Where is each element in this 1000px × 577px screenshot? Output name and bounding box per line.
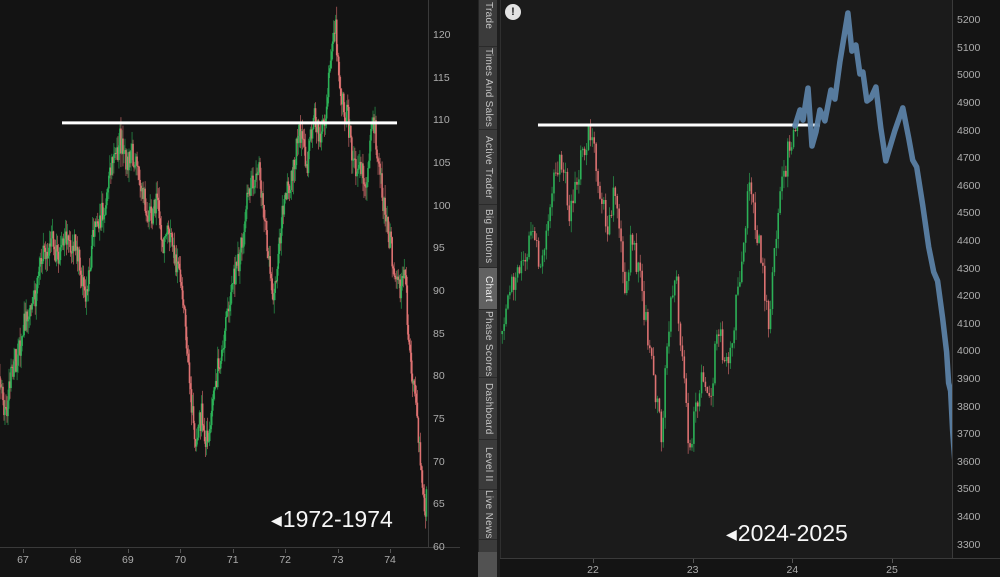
x-axis-tick bbox=[390, 549, 392, 553]
x-axis-tick bbox=[692, 559, 694, 563]
y-tick-label: 90 bbox=[433, 284, 445, 297]
left-pointer-icon: ◀ bbox=[271, 512, 282, 528]
x-tick-label: 22 bbox=[587, 564, 599, 576]
y-tick-label: 3500 bbox=[957, 483, 981, 496]
sidebar-tab-chart[interactable]: Chart bbox=[479, 268, 497, 310]
y-tick-label: 3400 bbox=[957, 511, 981, 523]
current-x-axis-line bbox=[500, 558, 1000, 559]
y-tick-label: 100 bbox=[433, 199, 451, 212]
x-axis-tick bbox=[592, 559, 594, 563]
y-tick-label: 85 bbox=[433, 327, 445, 340]
x-tick-label: 69 bbox=[122, 554, 134, 566]
sidebar-tab-label: Trade bbox=[483, 2, 494, 30]
y-tick-label: 110 bbox=[433, 114, 450, 127]
y-tick-label: 4900 bbox=[957, 96, 981, 109]
x-axis-tick bbox=[891, 559, 893, 563]
y-tick-label: 3700 bbox=[957, 428, 981, 441]
x-tick-label: 25 bbox=[886, 564, 898, 576]
historical-chart-plot[interactable] bbox=[0, 0, 428, 547]
y-tick-label: 4200 bbox=[957, 290, 981, 303]
historical-chart-canvas bbox=[0, 6, 428, 529]
y-tick-label: 3800 bbox=[957, 400, 981, 413]
x-tick-label: 68 bbox=[69, 554, 82, 566]
period-annotation-2024-2025: ◀ 2024-2025 bbox=[726, 520, 848, 547]
historical-y-axis-line bbox=[428, 0, 429, 547]
x-axis-tick bbox=[232, 549, 234, 553]
sidebar-tab-level-ii[interactable]: Level II bbox=[479, 440, 497, 490]
x-axis-tick bbox=[75, 549, 77, 553]
y-tick-label: 4500 bbox=[957, 207, 981, 220]
period-annotation-1972-1974: ◀ 1972-1974 bbox=[271, 506, 393, 533]
x-tick-label: 73 bbox=[331, 554, 344, 566]
panel-divider bbox=[497, 0, 500, 577]
x-axis-tick bbox=[792, 559, 794, 563]
left-pointer-icon: ◀ bbox=[726, 526, 737, 542]
y-tick-label: 115 bbox=[433, 71, 450, 84]
x-tick-label: 74 bbox=[384, 554, 396, 566]
x-axis-tick bbox=[127, 549, 129, 553]
sidebar-tab-trade[interactable]: Trade bbox=[479, 0, 497, 47]
sidebar-tab-label: Times And Sales bbox=[483, 48, 494, 128]
sidebar-tab-label: Big Buttons bbox=[483, 208, 494, 264]
alert-info-icon[interactable]: ! bbox=[505, 4, 521, 20]
x-tick-label: 24 bbox=[786, 564, 799, 576]
gadget-tab-strip: Trade Times And Sales Active Trader Big But… bbox=[478, 0, 497, 577]
sidebar-tab-label: Live News bbox=[483, 490, 494, 539]
sidebar-tab-live-news[interactable]: Live News bbox=[479, 490, 497, 540]
sidebar-tab-label: Phase Scores bbox=[483, 310, 494, 377]
y-tick-label: 70 bbox=[433, 455, 445, 468]
historical-x-axis-line bbox=[0, 547, 460, 548]
y-tick-label: 5200 bbox=[957, 14, 981, 27]
y-tick-label: 4700 bbox=[957, 152, 981, 165]
current-chart-left-border bbox=[500, 0, 501, 558]
y-tick-label: 5000 bbox=[957, 69, 981, 82]
y-tick-label: 75 bbox=[433, 412, 445, 425]
x-tick-label: 71 bbox=[226, 554, 239, 566]
y-tick-label: 4100 bbox=[957, 317, 981, 330]
sidebar-tab-label: Active Trader bbox=[483, 135, 494, 199]
sidebar-tab-label: Level II bbox=[483, 447, 494, 482]
period-annotation-text: 2024-2025 bbox=[737, 520, 848, 546]
sidebar-tab-dashboard[interactable]: Dashboard bbox=[479, 378, 497, 440]
y-tick-label: 5100 bbox=[957, 41, 981, 54]
y-tick-label: 65 bbox=[433, 498, 445, 511]
sidebar-tab-big-buttons[interactable]: Big Buttons bbox=[479, 205, 497, 268]
x-tick-label: 72 bbox=[279, 554, 292, 566]
current-chart-canvas bbox=[500, 10, 952, 460]
period-annotation-text: 1972-1974 bbox=[282, 506, 393, 532]
y-tick-label: 3900 bbox=[957, 372, 981, 385]
y-tick-label: 95 bbox=[433, 242, 445, 255]
current-y-axis-line bbox=[952, 0, 953, 558]
sidebar-tab-label: Chart bbox=[483, 275, 494, 302]
y-tick-label: 120 bbox=[433, 28, 451, 41]
y-tick-label: 80 bbox=[433, 370, 445, 383]
y-tick-label: 3300 bbox=[957, 538, 981, 551]
y-tick-label: 4400 bbox=[957, 234, 981, 247]
sidebar-tab-label: Dashboard bbox=[483, 382, 494, 435]
y-tick-label: 4300 bbox=[957, 262, 981, 275]
sidebar-tab-active-trader[interactable]: Active Trader bbox=[479, 130, 497, 205]
x-axis-tick bbox=[23, 549, 25, 553]
x-axis-tick bbox=[180, 549, 182, 553]
sidebar-tab-phase-scores[interactable]: Phase Scores bbox=[479, 310, 497, 378]
x-tick-label: 70 bbox=[174, 554, 187, 566]
x-tick-label: 67 bbox=[17, 554, 29, 566]
y-tick-label: 3600 bbox=[957, 455, 981, 468]
tab-strip-scrollbar-thumb[interactable] bbox=[478, 552, 497, 577]
sidebar-tab-times-and-sales[interactable]: Times And Sales bbox=[479, 47, 497, 130]
x-tick-label: 23 bbox=[686, 564, 699, 576]
x-axis-tick bbox=[285, 549, 287, 553]
current-chart-plot[interactable] bbox=[500, 0, 952, 558]
y-tick-label: 4000 bbox=[957, 345, 981, 358]
y-tick-label: 4600 bbox=[957, 179, 981, 192]
x-axis-tick bbox=[337, 549, 339, 553]
y-tick-label: 105 bbox=[433, 156, 451, 169]
y-tick-label: 4800 bbox=[957, 124, 981, 137]
y-tick-label: 60 bbox=[433, 541, 445, 553]
